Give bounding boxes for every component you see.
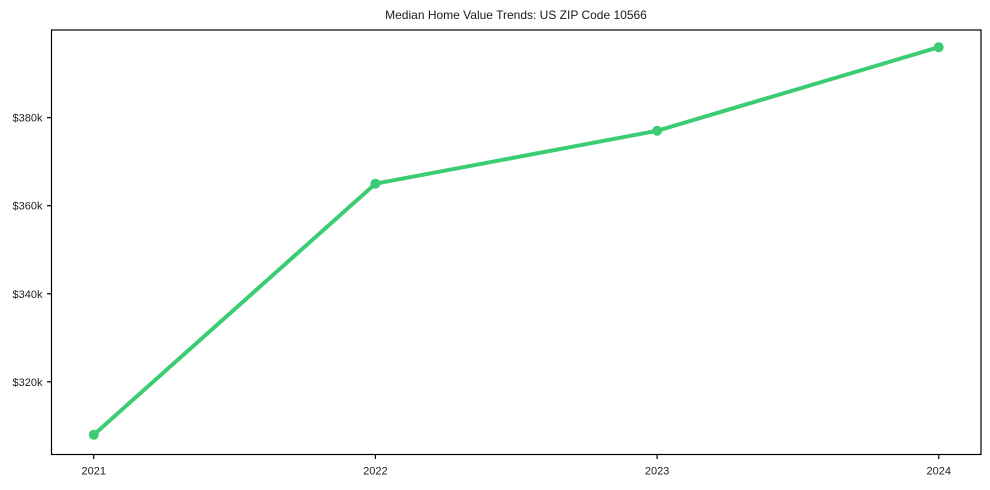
data-point-marker	[933, 42, 944, 53]
y-tick-label: $360k	[13, 201, 43, 213]
series-layer	[88, 42, 944, 440]
series-line	[91, 45, 941, 437]
x-tick-label: 2022	[363, 466, 387, 478]
data-point-marker	[88, 429, 99, 440]
plot-area	[50, 29, 982, 456]
data-point-marker	[370, 178, 381, 189]
x-tick-label: 2021	[82, 466, 106, 478]
y-tick-label: $320k	[13, 377, 43, 389]
y-tick-label: $380k	[13, 113, 43, 125]
x-tick-label: 2023	[645, 466, 669, 478]
chart-title: Median Home Value Trends: US ZIP Code 10…	[385, 8, 647, 22]
x-tick-label: 2024	[927, 466, 951, 478]
y-tick-label: $340k	[13, 289, 43, 301]
data-point-marker	[652, 125, 663, 136]
ticks-layer: $320k $340k $360k $380k 2021 2022 2023 2024	[13, 113, 951, 478]
